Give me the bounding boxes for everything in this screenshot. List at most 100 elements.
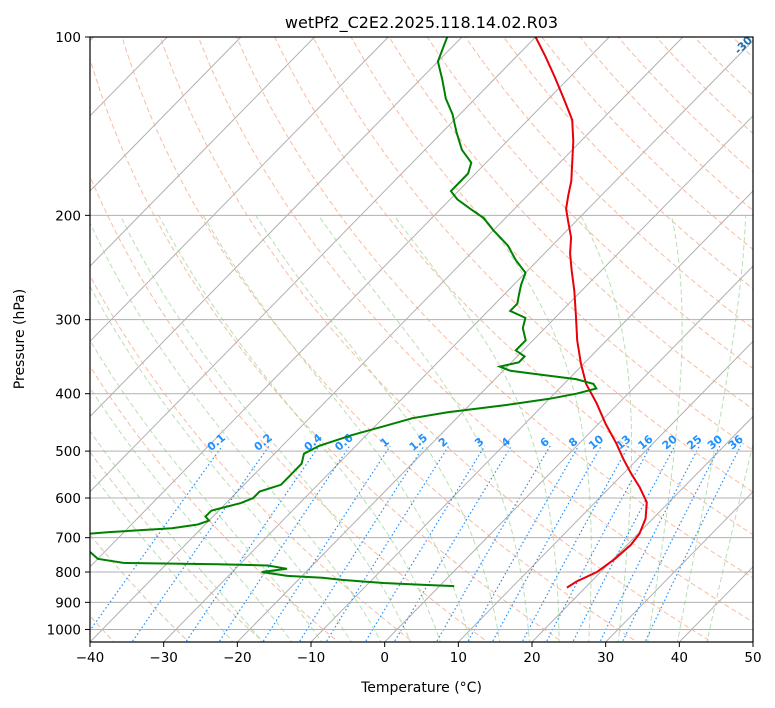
moist-adiabat	[647, 215, 683, 642]
dry-adiabat	[90, 451, 265, 642]
moist-adiabat	[90, 430, 264, 642]
mixing-ratio-label: 20	[660, 432, 680, 452]
moist-adiabat	[90, 285, 352, 642]
moist-adiabat	[706, 442, 753, 642]
y-tick-label: 100	[55, 30, 81, 46]
dry-adiabat	[693, 37, 753, 97]
dry-adiabat	[731, 37, 753, 59]
mixing-ratio-line	[393, 445, 512, 642]
mixing-ratio-label: 6	[538, 435, 552, 450]
mixing-ratio-line	[621, 445, 721, 642]
mixing-ratio-line	[218, 445, 351, 642]
isotherm	[90, 37, 537, 493]
y-axis: 100 200 300 400 500 600 700 800 900 1000	[47, 30, 90, 638]
dry-adiabat	[502, 37, 753, 290]
x-tick-label: −30	[149, 650, 178, 666]
dry-adiabat	[312, 37, 753, 493]
dewpoint-profile	[90, 37, 598, 588]
moist-adiabat	[580, 215, 633, 642]
isotherm	[90, 37, 242, 192]
mixing-ratio-label: 0.2	[252, 431, 275, 453]
x-tick-label: −40	[76, 650, 105, 666]
mixing-ratio-line	[298, 445, 425, 642]
mixing-ratio-label: 25	[684, 433, 704, 453]
dry-adiabat	[121, 37, 638, 642]
dry-adiabat	[426, 37, 753, 370]
isotherm	[457, 340, 753, 642]
dry-adiabat	[90, 175, 489, 642]
isotherm	[752, 641, 753, 642]
dry-adiabat	[350, 37, 753, 451]
x-tick-label: −20	[223, 650, 252, 666]
mixing-ratio-label: 30	[705, 432, 725, 452]
moist-adiabat	[90, 221, 382, 642]
y-tick-label: 300	[55, 313, 81, 329]
dry-adiabat	[757, 24, 775, 645]
isotherm	[90, 37, 610, 568]
mixing-ratio-line	[435, 445, 551, 642]
mixing-ratio-line	[325, 445, 450, 642]
mixing-ratio-line	[644, 445, 742, 642]
isotherm-label: -40	[695, 0, 718, 20]
dry-adiabat	[617, 37, 753, 173]
temperature-profile	[534, 37, 648, 589]
isotherm	[90, 37, 316, 267]
dry-adiabat	[388, 37, 753, 410]
moist-adiabat	[119, 215, 412, 642]
y-tick-label: 600	[55, 491, 81, 507]
isotherm	[678, 566, 753, 642]
moist-adiabat	[393, 215, 560, 642]
mixing-ratio-line	[131, 445, 270, 642]
mixing-ratio-line	[466, 445, 580, 642]
mixing-ratio-label: 1.5	[407, 431, 430, 453]
x-tick-label: 0	[380, 650, 389, 666]
y-tick-label: 700	[55, 531, 81, 547]
mixing-ratio-line	[599, 445, 701, 642]
plot-frame	[89, 36, 754, 643]
y-axis-label: Pressure (hPa)	[12, 289, 28, 389]
dry-adiabat	[579, 37, 753, 212]
mixing-ratio-label: 1	[378, 435, 392, 450]
x-axis: −40 −30 −20 −10 0 10 20 30 40 50	[76, 642, 762, 666]
moist-adiabat	[90, 470, 234, 642]
line-labels: 0.10.20.40.611.52346810131620253036-100-…	[205, 0, 753, 454]
dry-adiabat	[464, 37, 753, 329]
mixing-ratio-line	[262, 445, 391, 642]
y-tick-label: 1000	[47, 622, 81, 638]
isotherm	[531, 415, 753, 642]
mixing-ratio-label: 16	[635, 432, 655, 452]
isotherm	[383, 265, 753, 642]
isotherm	[310, 190, 753, 642]
y-tick-label: 800	[55, 565, 81, 581]
dry-adiabat	[159, 37, 713, 642]
y-tick-label: 900	[55, 595, 81, 611]
x-axis-label: Temperature (°C)	[360, 680, 482, 696]
dry-adiabat	[655, 37, 753, 135]
x-tick-label: 40	[671, 650, 688, 666]
isotherm	[90, 37, 463, 418]
isotherm	[90, 37, 389, 343]
dry-adiabat	[274, 37, 753, 536]
mixing-ratio-line	[364, 445, 486, 642]
y-tick-label: 200	[55, 208, 81, 224]
y-tick-label: 500	[55, 444, 81, 460]
isotherm	[236, 115, 753, 642]
mixing-ratio-label: 0.1	[205, 431, 228, 453]
background-lines	[90, 24, 775, 645]
moist-adiabat	[318, 215, 530, 642]
dry-adiabat	[236, 37, 753, 579]
moist-adiabat	[90, 386, 293, 642]
dry-adiabat	[90, 274, 414, 642]
mixing-ratio-line	[545, 445, 652, 642]
x-tick-label: 20	[523, 650, 540, 666]
mixing-ratio-label: 10	[586, 432, 606, 452]
mixing-ratio-line	[491, 445, 602, 642]
moist-adiabat	[255, 215, 501, 642]
mixing-ratio-label: 0.4	[302, 431, 326, 454]
profiles	[90, 37, 648, 589]
moist-adiabat	[676, 215, 747, 642]
x-tick-label: 30	[597, 650, 614, 666]
pressure-gridlines	[90, 37, 753, 630]
chart-title: wetPf2_C2E2.2025.118.14.02.R03	[285, 13, 558, 33]
isotherm	[604, 490, 753, 642]
